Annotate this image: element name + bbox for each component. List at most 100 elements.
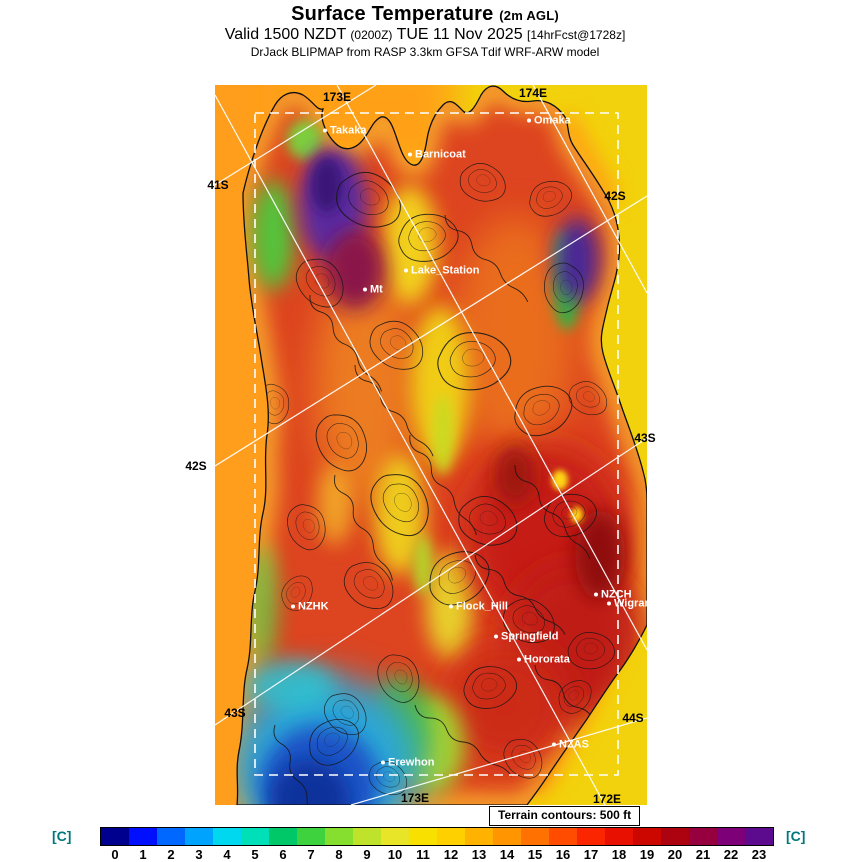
colorbar-tick-label: 5 — [251, 847, 259, 862]
colorbar-tick-label: 17 — [583, 847, 599, 862]
colorbar-swatch — [325, 828, 353, 845]
station-dot-icon — [408, 152, 412, 157]
lat-label-42s-left: 42S — [185, 459, 207, 473]
page-title-suffix: (2m AGL) — [499, 8, 559, 23]
graticule-lines — [215, 85, 647, 805]
colorbar-tick-label: 8 — [335, 847, 343, 862]
place-flock-hill: Flock_Hill — [449, 600, 508, 613]
colorbar-cell: 15 — [521, 828, 549, 862]
valid-fcst: [14hrFcst@1728z] — [527, 28, 626, 42]
colorbar-swatch — [521, 828, 549, 845]
colorbar-swatch — [185, 828, 213, 845]
place-springfield: Springfield — [494, 631, 558, 643]
domain-box — [254, 112, 619, 776]
colorbar-swatch — [745, 828, 773, 845]
page-title: Surface Temperature — [291, 3, 494, 25]
colorbar-swatch — [465, 828, 493, 845]
lon-label-173e-top: 173E — [322, 90, 352, 104]
station-dot-icon — [517, 657, 521, 662]
temperature-map: Takaka Barnicoat Omaka Lake_Station Mt N… — [185, 85, 656, 806]
colorbar-swatch — [409, 828, 437, 845]
place-nzch: NZCH — [594, 588, 632, 601]
place-label: Erewhon — [388, 756, 435, 769]
colorbar-cell: 17 — [577, 828, 605, 862]
model-line: DrJack BLIPMAP from RASP 3.3km GFSA Tdif… — [250, 45, 600, 59]
station-dot-icon — [494, 634, 498, 639]
colorbar-cell: 5 — [241, 828, 269, 862]
colorbar-unit-right: [C] — [786, 828, 806, 844]
colorbar-cell: 4 — [213, 828, 241, 862]
lat-label-42s-right: 42S — [604, 189, 626, 203]
colorbar-cell: 14 — [493, 828, 521, 862]
colorbar-swatch — [241, 828, 269, 845]
valid-prefix: Valid 1500 NZDT — [224, 26, 346, 43]
place-nzas: NZAS — [552, 738, 589, 751]
colorbar-swatch — [493, 828, 521, 845]
colorbar-cell: 18 — [605, 828, 633, 862]
colorbar-cell: 22 — [717, 828, 745, 862]
valid-date: TUE 11 Nov 2025 — [396, 26, 523, 43]
colorbar-cell: 23 — [745, 828, 773, 862]
place-omaka: Omaka — [527, 114, 571, 127]
colorbar-swatch — [633, 828, 661, 845]
valid-zulu: (0200Z) — [350, 28, 393, 42]
colorbar-tick-label: 6 — [279, 847, 287, 862]
place-label: NZCH — [601, 588, 632, 601]
colorbar-swatch — [549, 828, 577, 845]
place-label: Flock_Hill — [456, 600, 508, 613]
station-dot-icon — [323, 128, 327, 133]
map-graphic — [215, 85, 647, 805]
colorbar-tick-label: 11 — [416, 847, 430, 862]
colorbar-cell: 16 — [549, 828, 577, 862]
colorbar-swatch — [605, 828, 633, 845]
colorbar-cell: 2 — [157, 828, 185, 862]
colorbar-swatch — [157, 828, 185, 845]
place-label: Wigram — [614, 597, 655, 610]
colorbar-tick-label: 16 — [555, 847, 571, 862]
station-dot-icon — [404, 268, 408, 273]
place-takaka: Takaka — [323, 124, 367, 137]
place-label: Mt — [370, 283, 383, 296]
colorbar-cell: 11 — [409, 828, 437, 862]
colorbar-swatch — [577, 828, 605, 845]
colorbar-swatch — [129, 828, 157, 845]
colorbar-swatch — [269, 828, 297, 845]
colorbar-swatch — [661, 828, 689, 845]
station-dot-icon — [449, 604, 453, 609]
colorbar-tick-label: 13 — [471, 847, 487, 862]
colorbar-cell: 6 — [269, 828, 297, 862]
lon-label-174e-top: 174E — [518, 86, 548, 100]
colorbar-tick-label: 10 — [387, 847, 403, 862]
place-label: Hororata — [524, 653, 570, 666]
place-lake-station: Lake_Station — [404, 264, 480, 277]
colorbar-tick-label: 22 — [723, 847, 739, 862]
colorbar-tick-label: 23 — [751, 847, 767, 862]
place-label: Takaka — [330, 124, 367, 137]
lat-label-44s-right: 44S — [622, 711, 644, 725]
land-layer — [237, 86, 647, 805]
place-barnicoat: Barnicoat — [408, 149, 466, 161]
place-label: Omaka — [534, 114, 571, 127]
place-erewhon: Erewhon — [381, 756, 435, 769]
station-dot-icon — [381, 760, 385, 765]
title-line: Surface Temperature (2m AGL) — [0, 3, 850, 26]
colorbar-tick-label: 20 — [667, 847, 683, 862]
terrain-contours-note: Terrain contours: 500 ft — [489, 806, 641, 826]
colorbar-cell: 9 — [353, 828, 381, 862]
colorbar-tick-label: 21 — [695, 847, 711, 862]
lat-label-41s-left: 41S — [207, 178, 229, 192]
colorbar-tick-label: 1 — [139, 847, 147, 862]
station-dot-icon — [552, 742, 556, 747]
station-dot-icon — [594, 592, 598, 597]
colorbar-swatch — [689, 828, 717, 845]
place-label: Lake_Station — [411, 264, 480, 277]
place-nzhk: NZHK — [291, 601, 329, 613]
colorbar-tick-label: 4 — [223, 847, 231, 862]
colorbar-tick-label: 3 — [195, 847, 203, 862]
colorbar-cell: 3 — [185, 828, 213, 862]
place-label: NZAS — [559, 738, 589, 751]
colorbar-tick-label: 2 — [167, 847, 175, 862]
lon-label-172e-bottom: 172E — [592, 792, 622, 806]
colorbar-tick-label: 0 — [111, 847, 119, 862]
station-dot-icon — [527, 118, 531, 123]
